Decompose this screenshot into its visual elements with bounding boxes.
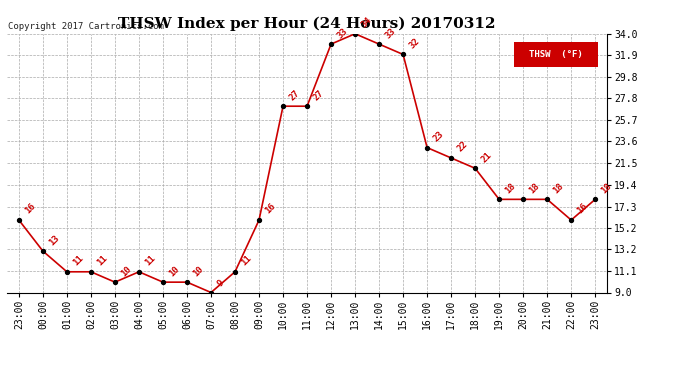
Text: 13: 13	[47, 233, 61, 247]
Point	[157, 279, 168, 285]
Point	[326, 41, 337, 47]
Text: 10: 10	[119, 264, 133, 278]
Point	[422, 145, 433, 151]
Text: 11: 11	[143, 254, 157, 268]
Title: THSW Index per Hour (24 Hours) 20170312: THSW Index per Hour (24 Hours) 20170312	[118, 17, 496, 31]
Text: 27: 27	[287, 88, 301, 102]
Point	[253, 217, 264, 223]
Text: 33: 33	[335, 26, 349, 40]
Point	[37, 248, 48, 254]
Point	[373, 41, 384, 47]
Text: 21: 21	[480, 150, 493, 164]
Point	[61, 269, 72, 275]
Text: 27: 27	[311, 88, 325, 102]
Text: Copyright 2017 Cartronics.com: Copyright 2017 Cartronics.com	[8, 22, 164, 31]
Text: 34: 34	[359, 16, 373, 30]
Text: 9: 9	[215, 278, 226, 288]
Point	[446, 155, 457, 161]
Point	[86, 269, 97, 275]
Point	[542, 196, 553, 202]
Text: 18: 18	[527, 181, 541, 195]
Point	[181, 279, 193, 285]
Text: 11: 11	[95, 254, 109, 268]
Point	[470, 165, 481, 171]
Text: 18: 18	[600, 181, 613, 195]
Point	[518, 196, 529, 202]
Point	[397, 51, 408, 57]
Text: 10: 10	[167, 264, 181, 278]
Text: 11: 11	[71, 254, 85, 268]
Text: 33: 33	[383, 26, 397, 40]
Text: 16: 16	[23, 202, 37, 216]
Point	[13, 217, 24, 223]
Text: 10: 10	[191, 264, 205, 278]
Point	[110, 279, 121, 285]
Text: 18: 18	[503, 181, 518, 195]
Text: 22: 22	[455, 140, 469, 154]
Text: 16: 16	[575, 202, 589, 216]
Point	[133, 269, 144, 275]
Point	[566, 217, 577, 223]
Point	[277, 103, 288, 109]
Point	[230, 269, 241, 275]
Point	[350, 31, 361, 37]
Text: 32: 32	[407, 36, 421, 50]
Text: 18: 18	[551, 181, 565, 195]
Text: 16: 16	[263, 202, 277, 216]
Point	[590, 196, 601, 202]
Text: 11: 11	[239, 254, 253, 268]
Text: 23: 23	[431, 129, 445, 143]
Point	[206, 290, 217, 296]
Point	[493, 196, 504, 202]
Point	[302, 103, 313, 109]
